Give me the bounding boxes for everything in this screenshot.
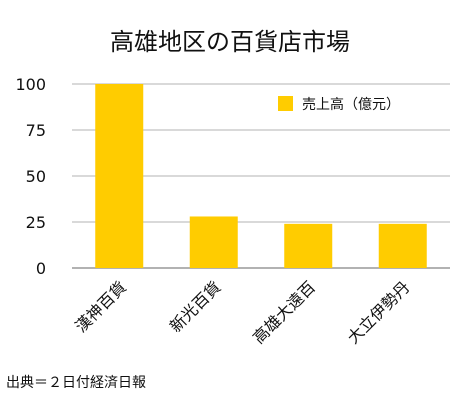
y-axis-ticks: 0 25 50 75 100 [15,75,46,278]
x-tick-label: 大立伊勢丹 [344,277,414,347]
legend-label: 売上高（億元） [302,96,400,113]
bar [95,84,144,268]
bar [284,223,333,268]
legend-swatch [278,96,293,111]
bars [95,84,427,268]
bar [189,216,238,268]
y-tick-label: 0 [36,259,46,278]
x-tick-label: 高雄大遠百 [249,277,319,347]
source-note: 出典＝２日付経済日報 [6,375,146,391]
x-tick-label: 漢神百貨 [71,277,130,336]
x-tick-label: 新光百貨 [166,277,225,336]
chart-title: 高雄地区の百貨店市場 [110,28,350,56]
legend: 売上高（億元） [278,96,400,113]
bar [378,223,427,268]
y-tick-label: 25 [26,213,46,232]
x-axis-labels: 漢神百貨 新光百貨 高雄大遠百 大立伊勢丹 [71,277,413,347]
y-tick-label: 75 [26,121,46,140]
y-tick-label: 100 [15,75,46,94]
y-tick-label: 50 [26,167,46,186]
